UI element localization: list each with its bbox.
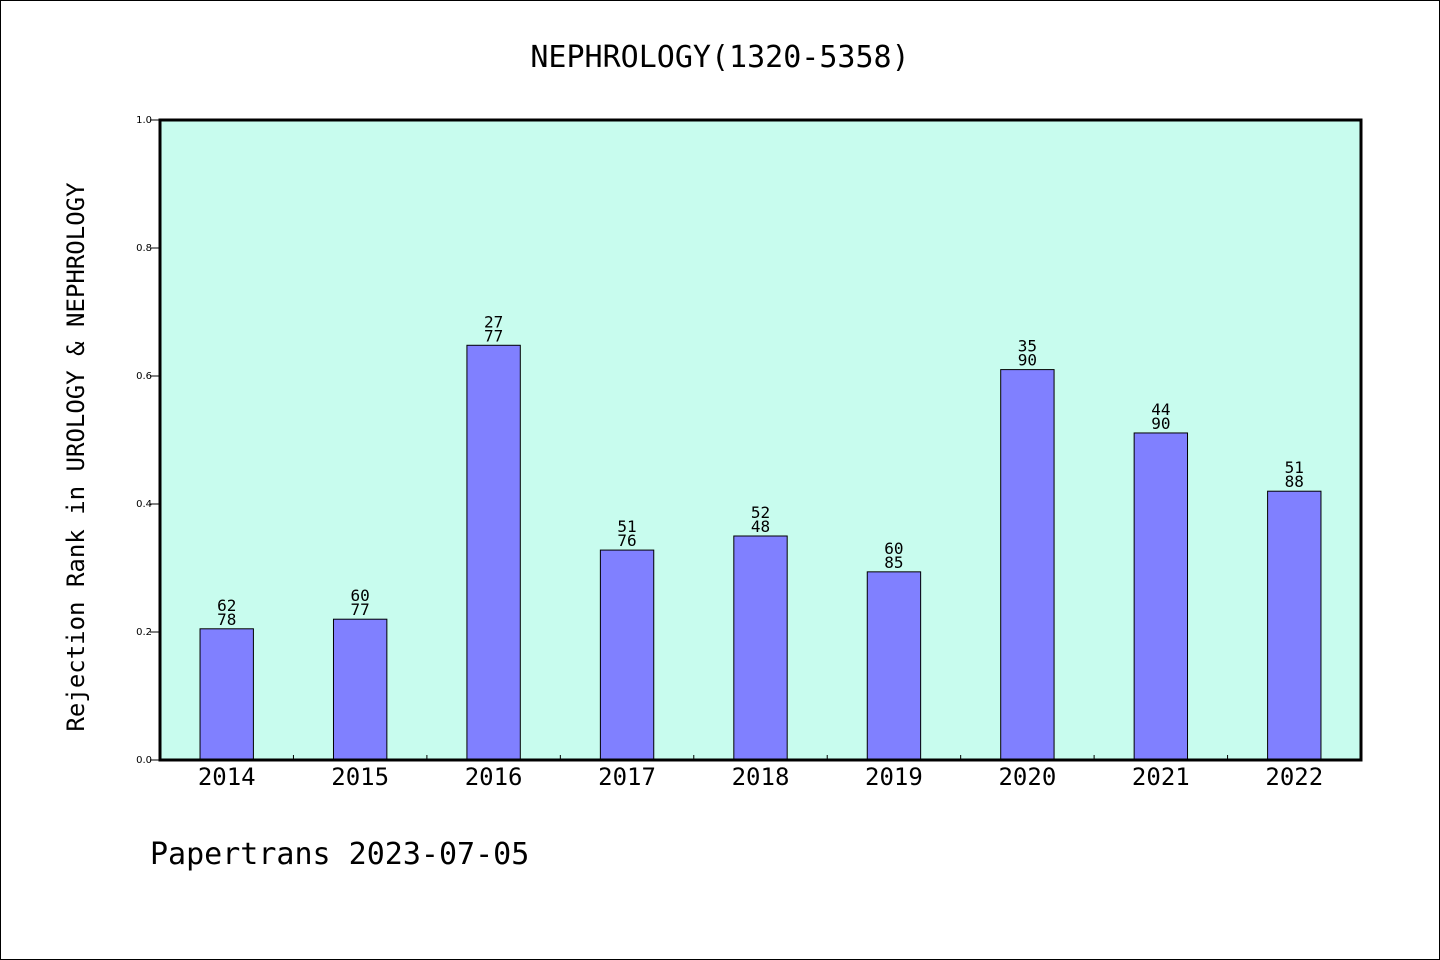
x-tick-label-2014: 2014 <box>198 763 256 791</box>
bar-label-2018-1: 52 <box>751 503 770 522</box>
bar-2018 <box>733 535 788 761</box>
x-tick-label-2016: 2016 <box>465 763 523 791</box>
bar-label-2016-1: 27 <box>484 312 503 331</box>
y-tick-label-0.6: 0.6 <box>136 371 152 382</box>
bar-label-2015-2: 77 <box>351 600 370 619</box>
bar-2020 <box>1000 369 1055 761</box>
bar-label-2019-1: 60 <box>884 539 903 558</box>
footer-watermark: Papertrans 2023-07-05 <box>150 837 529 872</box>
bar-label-2017-2: 76 <box>617 531 636 550</box>
y-tick-label-0.8: 0.8 <box>136 243 152 254</box>
bar-2021 <box>1133 432 1189 761</box>
bar-label-2014-2: 78 <box>217 610 236 629</box>
bars-group <box>199 344 1322 761</box>
x-axis-ticks: 2014 2015 2016 2017 2018 2019 2020 2021 2022 <box>198 755 1323 791</box>
y-tick-label-0.4: 0.4 <box>136 499 152 510</box>
bar-2019 <box>866 571 922 761</box>
x-tick-label-2021: 2021 <box>1132 763 1190 791</box>
bar-label-2021-2: 90 <box>1151 414 1170 433</box>
bar-label-2021-1: 44 <box>1151 400 1170 419</box>
x-tick-label-2022: 2022 <box>1265 763 1323 791</box>
bar-label-2017-1: 51 <box>617 517 636 536</box>
bar-label-2019-2: 85 <box>884 553 903 572</box>
y-axis-ticks: 0.0 0.2 0.4 0.6 0.8 1.0 <box>136 115 160 766</box>
bar-label-2020-2: 90 <box>1018 351 1037 370</box>
bar-label-2020-1: 35 <box>1018 337 1037 356</box>
bar-2016 <box>466 344 521 761</box>
y-axis-label: Rejection Rank in UROLOGY & NEPHROLOGY <box>62 182 90 732</box>
bar-label-2014-1: 62 <box>217 596 236 615</box>
plot-border <box>158 118 1363 762</box>
bar-label-2016-2: 77 <box>484 326 503 345</box>
chart-title: NEPHROLOGY(1320-5358) <box>530 40 909 75</box>
bar-2022 <box>1267 490 1322 761</box>
bar-label-2022-1: 51 <box>1285 458 1304 477</box>
x-tick-label-2017: 2017 <box>598 763 656 791</box>
y-tick-label-1.0: 1.0 <box>136 115 152 126</box>
x-tick-label-2020: 2020 <box>998 763 1056 791</box>
bar-label-2015-1: 60 <box>351 586 370 605</box>
x-tick-label-2019: 2019 <box>865 763 923 791</box>
x-tick-label-2018: 2018 <box>732 763 790 791</box>
bar-2014 <box>199 628 254 761</box>
y-tick-label-0.2: 0.2 <box>136 627 152 638</box>
x-tick-label-2015: 2015 <box>331 763 389 791</box>
bar-2017 <box>599 549 655 761</box>
bar-label-2018-2: 48 <box>751 517 770 536</box>
y-tick-label-0.0: 0.0 <box>136 755 152 766</box>
bar-2015 <box>332 618 388 761</box>
bar-label-2022-2: 88 <box>1285 472 1304 491</box>
